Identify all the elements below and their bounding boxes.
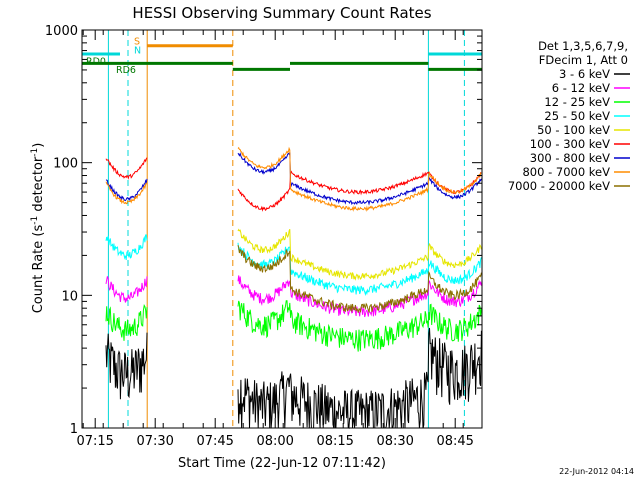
y-axis-title-sup1: -1	[30, 216, 40, 225]
y-tick-label-3: 1000	[45, 24, 78, 39]
legend-label-5: 100 - 300 keV	[530, 137, 610, 151]
state-label-2: S	[134, 36, 140, 47]
x-axis: 07:15 07:30 07:45 08:00 08:15 08:30 08:45	[76, 30, 474, 449]
series-line-7-seg-0	[105, 181, 148, 205]
series-line-8-seg-1	[237, 245, 482, 313]
y-axis-title-end: )	[31, 143, 46, 148]
legend-label-1: 6 - 12 keV	[552, 81, 610, 95]
state-label-3: N	[134, 46, 141, 57]
series-line-0-seg-0	[105, 332, 148, 400]
legend-label-6: 300 - 800 keV	[530, 151, 610, 165]
legend-header-1: FDecim 1, Att 0	[539, 53, 628, 67]
y-tick-label-2: 100	[53, 157, 78, 172]
legend: Det 1,3,5,6,7,9,FDecim 1, Att 03 - 6 keV…	[508, 39, 630, 193]
plot-frame	[81, 29, 483, 429]
series-line-4-seg-1	[237, 228, 482, 281]
series-line-7-seg-1	[237, 146, 482, 212]
y-axis-title-sup2: -1	[30, 148, 40, 157]
x-tick-label-6: 08:45	[436, 434, 473, 449]
y-tick-label-0: 1	[70, 422, 78, 437]
series-line-3-seg-0	[105, 234, 148, 260]
legend-header-0: Det 1,3,5,6,7,9,	[538, 39, 628, 53]
series-line-6-seg-0	[105, 178, 148, 202]
series-line-5-seg-0	[105, 157, 148, 180]
y-axis-title-main: Count Rate (s	[31, 225, 46, 314]
y-axis-title-mid: detector	[31, 156, 46, 216]
state-label-1: RD6	[116, 65, 136, 76]
plot-border	[81, 29, 483, 429]
chart-title: HESSI Observing Summary Count Rates	[132, 4, 431, 22]
vertical-markers	[107, 30, 465, 428]
x-tick-label-3: 08:00	[256, 434, 293, 449]
series-line-0-seg-1	[237, 327, 482, 430]
series-line-5-seg-1	[237, 170, 482, 212]
y-axis-title: Count Rate (s-1 detector-1)	[30, 143, 46, 314]
legend-label-4: 50 - 100 keV	[537, 123, 610, 137]
y-axis: 1 10 100 1000	[45, 24, 482, 437]
x-tick-label-2: 07:45	[196, 434, 233, 449]
legend-label-2: 12 - 25 keV	[544, 95, 610, 109]
series-line-3-seg-1	[237, 242, 482, 297]
series-line-2-seg-1	[237, 300, 482, 352]
legend-label-3: 25 - 50 keV	[544, 109, 610, 123]
x-tick-label-1: 07:30	[136, 434, 173, 449]
series-line-6-seg-1	[237, 152, 482, 206]
series-line-1-seg-0	[105, 276, 148, 303]
legend-label-0: 3 - 6 keV	[559, 67, 610, 81]
x-tick-label-4: 08:15	[316, 434, 353, 449]
timestamp: 22-Jun-2012 04:14	[559, 467, 634, 476]
x-tick-label-0: 07:15	[76, 434, 113, 449]
series-line-1-seg-1	[237, 275, 482, 318]
state-bars: RD0 RD6 SN	[82, 36, 482, 76]
series-line-2-seg-0	[105, 303, 148, 341]
legend-label-7: 800 - 7000 keV	[522, 165, 610, 179]
series-lines	[105, 146, 482, 430]
legend-label-8: 7000 - 20000 keV	[508, 179, 610, 193]
x-tick-label-5: 08:30	[376, 434, 413, 449]
y-tick-label-1: 10	[61, 289, 78, 304]
x-axis-title: Start Time (22-Jun-12 07:11:42)	[178, 456, 386, 471]
state-label-0: RD0	[86, 56, 106, 67]
